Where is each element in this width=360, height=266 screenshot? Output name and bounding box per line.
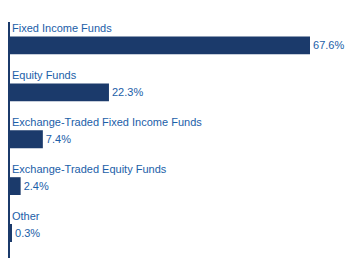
svg-text:Exchange-Traded Fixed Income F: Exchange-Traded Fixed Income Funds — [12, 116, 202, 128]
svg-text:Fixed Income Funds: Fixed Income Funds — [12, 22, 112, 34]
svg-text:Other: Other — [12, 210, 40, 222]
svg-text:Equity Funds: Equity Funds — [12, 69, 77, 81]
svg-text:7.4%: 7.4% — [46, 133, 71, 145]
svg-text:67.6%: 67.6% — [313, 39, 344, 51]
svg-text:0.3%: 0.3% — [15, 227, 40, 239]
svg-text:22.3%: 22.3% — [112, 86, 143, 98]
svg-text:Exchange-Traded Equity Funds: Exchange-Traded Equity Funds — [12, 163, 167, 175]
svg-text:2.4%: 2.4% — [24, 180, 49, 192]
